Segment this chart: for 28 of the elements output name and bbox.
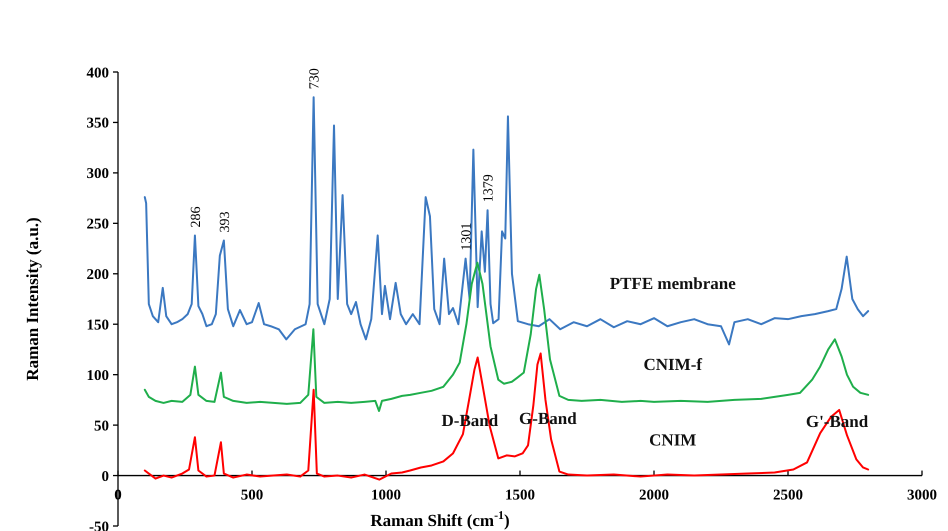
y-tick-label: 0 bbox=[102, 468, 109, 485]
y-tick-label: 100 bbox=[86, 368, 109, 384]
series-label: PTFE membrane bbox=[610, 274, 736, 294]
y-tick-label: 250 bbox=[86, 216, 109, 233]
line-series bbox=[144, 262, 870, 412]
x-tick-label: 500 bbox=[240, 488, 264, 504]
annotation: 730 bbox=[308, 68, 323, 90]
y-tick-label: 400 bbox=[86, 65, 109, 82]
x-tick-label: 1500 bbox=[505, 488, 535, 504]
x-tick-label: 2000 bbox=[639, 488, 669, 504]
line-series bbox=[144, 96, 870, 346]
line-series bbox=[144, 352, 870, 481]
x-tick-label: 3000 bbox=[907, 488, 937, 504]
y-tick-label: 300 bbox=[86, 166, 109, 182]
y-tick-label: 200 bbox=[86, 267, 109, 284]
x-axis-title: Raman Shift (cm$^{-1}$) bbox=[370, 508, 510, 530]
x-tick-label: 2500 bbox=[773, 488, 803, 504]
y-tick-label: 150 bbox=[86, 317, 109, 334]
annotation: 1301 bbox=[460, 222, 475, 251]
annotation: 393 bbox=[218, 211, 233, 232]
series-label: CNIM-f bbox=[643, 354, 702, 374]
y-axis-title: Raman Intensity (a.u.) bbox=[23, 217, 42, 381]
y-tick-label: 350 bbox=[86, 116, 109, 132]
annotation: 1379 bbox=[482, 174, 497, 202]
annotation: 286 bbox=[188, 206, 204, 228]
x-tick-label: 1000 bbox=[371, 488, 401, 504]
series-label: CNIM bbox=[649, 430, 696, 450]
y-tick-label: 50 bbox=[94, 418, 109, 434]
